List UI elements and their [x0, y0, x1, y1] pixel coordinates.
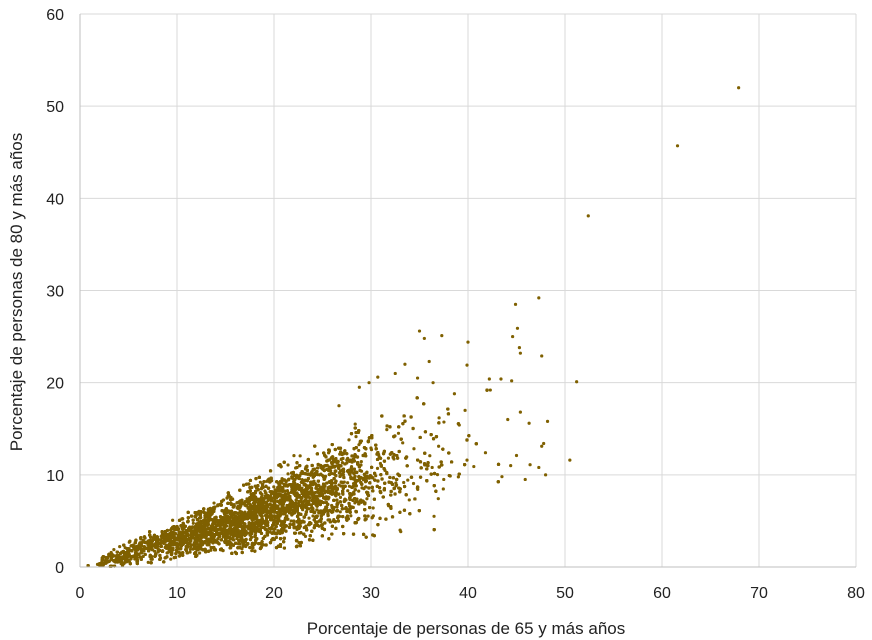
- cloud-point-431: [209, 548, 213, 552]
- cloud-point-306: [146, 560, 150, 564]
- cloud-point-92: [406, 478, 410, 482]
- cloud-point-174: [437, 416, 441, 420]
- cloud-point-243: [346, 481, 350, 485]
- cloud-point-77: [396, 431, 401, 435]
- cloud-point-329: [302, 525, 306, 530]
- cloud-point-334: [370, 436, 374, 440]
- cloud-point-255: [456, 475, 460, 479]
- cloud-point-294: [153, 549, 157, 553]
- cloud-point-288: [133, 557, 137, 561]
- cloud-point-324: [188, 550, 192, 554]
- cloud-point-354: [292, 454, 296, 458]
- cloud-point-468: [149, 557, 153, 561]
- cloud-point-141: [359, 460, 363, 464]
- cloud-point-172: [375, 466, 380, 470]
- cloud-point-457: [340, 461, 345, 465]
- cloud-point-204: [407, 498, 411, 502]
- cloud-point-220: [437, 444, 441, 448]
- cloud-point-399: [171, 518, 175, 522]
- cloud-point-401: [411, 481, 416, 486]
- cloud-point-54: [353, 422, 357, 426]
- cloud-point-26: [272, 485, 276, 489]
- cloud-point-392: [371, 506, 375, 510]
- cloud-point-430: [292, 519, 296, 523]
- cloud-point-175: [354, 435, 358, 439]
- cloud-point-464: [286, 463, 290, 467]
- cloud-point-132: [118, 545, 122, 549]
- cloud-point-258: [349, 466, 353, 470]
- cloud-point-275: [191, 521, 195, 525]
- cloud-point-348: [394, 483, 399, 487]
- cloud-point-170: [212, 501, 216, 505]
- cloud-point-97: [436, 497, 440, 501]
- cloud-point-266: [307, 502, 312, 507]
- cloud-point-236: [349, 514, 353, 518]
- cloud-point-50: [198, 551, 202, 555]
- cloud-point-386: [441, 487, 445, 491]
- cloud-point-162: [386, 456, 391, 460]
- cloud-point-20: [357, 489, 361, 493]
- cloud-point-381: [402, 480, 406, 485]
- cloud-point-420: [250, 549, 254, 553]
- cloud-point-105: [346, 489, 350, 493]
- cloud-point-79: [112, 548, 116, 552]
- cloud-point-210: [141, 554, 145, 559]
- cloud-point-314: [428, 454, 432, 458]
- cloud-point-330: [365, 497, 369, 501]
- cloud-point-225: [258, 480, 262, 484]
- cloud-point-391: [401, 441, 405, 445]
- cloud-point-122: [385, 428, 389, 432]
- cloud-point-281: [188, 547, 192, 552]
- cloud-point-246: [338, 510, 342, 514]
- cloud-point-398: [303, 534, 308, 538]
- cloud-point-199: [357, 448, 361, 453]
- cloud-point-268: [442, 420, 446, 424]
- cloud-point-91: [311, 514, 315, 518]
- cloud-point-73: [298, 454, 302, 458]
- cloud-point-257: [366, 514, 370, 518]
- cloud-point-290: [342, 480, 346, 484]
- cloud-point-182: [347, 438, 351, 442]
- cloud-point-48: [430, 465, 434, 470]
- cloud-point-14: [307, 516, 311, 520]
- cloud-point-375: [286, 472, 290, 476]
- cloud-point-303: [169, 557, 173, 561]
- gridlines: [80, 13, 857, 567]
- cloud-point-377: [412, 447, 416, 451]
- scatter-points: [86, 86, 741, 568]
- cloud-point-277: [338, 495, 343, 500]
- cloud-point-421: [369, 446, 373, 450]
- cloud-point-298: [435, 473, 440, 477]
- cloud-point-382: [189, 544, 193, 549]
